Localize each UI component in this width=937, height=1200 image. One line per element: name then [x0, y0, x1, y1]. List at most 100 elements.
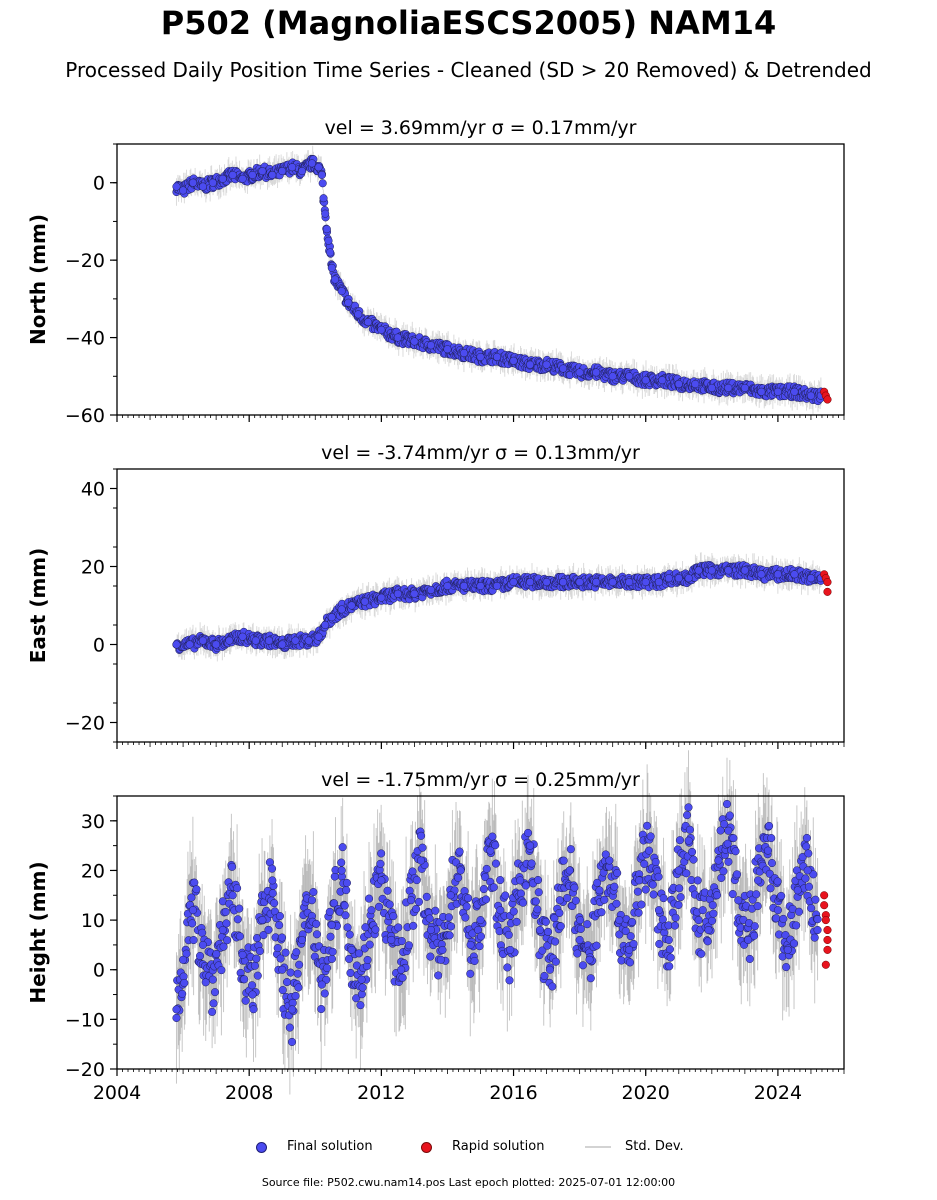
- y-tick-label: −20: [65, 713, 105, 735]
- final-point: [707, 383, 716, 392]
- final-point: [291, 636, 300, 645]
- panel-3-final-points: [172, 799, 822, 1046]
- final-point: [707, 566, 716, 575]
- final-point: [641, 376, 650, 385]
- final-point: [393, 589, 402, 598]
- final-point: [509, 578, 518, 587]
- final-point: [278, 640, 287, 649]
- final-point: [344, 298, 353, 307]
- final-point: [172, 1013, 181, 1022]
- final-point: [238, 632, 247, 641]
- final-point: [426, 585, 435, 594]
- final-point: [331, 275, 340, 284]
- final-point: [559, 364, 568, 373]
- panel-3-ylabel: Height (mm): [26, 861, 50, 1003]
- final-point: [347, 601, 356, 610]
- final-point: [476, 581, 485, 591]
- final-point: [724, 383, 733, 392]
- final-point: [212, 640, 221, 649]
- final-point: [251, 636, 260, 645]
- final-point: [198, 928, 207, 937]
- final-point: [268, 170, 277, 180]
- final-point: [641, 578, 650, 587]
- final-point: [575, 578, 584, 587]
- panel-2-final-points: [172, 561, 825, 654]
- final-point: [187, 893, 196, 902]
- final-point: [195, 951, 205, 960]
- final-point: [364, 318, 373, 327]
- final-point: [526, 578, 535, 587]
- final-point: [319, 194, 328, 203]
- final-point: [410, 337, 419, 346]
- final-point: [757, 387, 766, 396]
- final-point: [258, 167, 267, 176]
- final-point: [459, 349, 469, 358]
- panel-3-title: vel = -1.75mm/yr σ = 0.25mm/yr: [321, 769, 640, 791]
- rapid-point: [823, 395, 832, 404]
- panel-1-final-points: [172, 154, 825, 406]
- y-tick-label: 40: [81, 479, 105, 501]
- final-point: [443, 581, 452, 591]
- final-point: [307, 159, 317, 168]
- panel-2-frame: [116, 468, 845, 743]
- y-tick-label: 0: [93, 635, 105, 657]
- final-point: [377, 325, 386, 334]
- final-point: [172, 640, 181, 649]
- final-point: [790, 570, 799, 579]
- final-point: [625, 372, 634, 381]
- final-point: [674, 379, 683, 389]
- final-point: [180, 978, 189, 988]
- final-point: [724, 566, 733, 575]
- final-point: [674, 574, 683, 583]
- panel-1-std-bars: [175, 145, 822, 414]
- final-point: [210, 988, 220, 997]
- final-point: [806, 391, 816, 400]
- final-point: [178, 989, 187, 998]
- final-point: [575, 368, 584, 377]
- y-tick-label: −60: [65, 405, 105, 427]
- final-point: [218, 174, 227, 183]
- final-point: [773, 570, 782, 579]
- rapid-point: [823, 587, 832, 596]
- final-point: [608, 578, 617, 587]
- final-point: [189, 935, 198, 945]
- final-point: [608, 372, 617, 381]
- final-point: [322, 225, 331, 234]
- final-point: [278, 167, 287, 176]
- final-point: [664, 574, 673, 583]
- final-point: [443, 345, 452, 354]
- final-point: [740, 566, 749, 575]
- panel-2-ylabel: East (mm): [26, 548, 50, 664]
- final-point: [592, 578, 601, 587]
- final-point: [185, 640, 194, 649]
- final-point: [740, 383, 749, 392]
- final-point: [179, 186, 188, 195]
- final-point: [314, 632, 323, 641]
- panel-2-title: vel = -3.74mm/yr σ = 0.13mm/yr: [321, 442, 640, 464]
- final-point: [337, 287, 346, 296]
- final-point: [476, 352, 485, 361]
- final-point: [327, 263, 336, 272]
- final-point: [208, 1007, 217, 1016]
- final-point: [209, 999, 218, 1008]
- final-point: [188, 919, 197, 928]
- final-point: [228, 170, 237, 180]
- final-point: [198, 182, 207, 191]
- rapid-point: [823, 578, 832, 587]
- y-tick-label: −40: [65, 328, 105, 350]
- panel-1-ylabel: North (mm): [26, 214, 50, 345]
- final-point: [321, 620, 330, 630]
- final-point: [492, 581, 502, 591]
- final-point: [654, 578, 663, 587]
- y-tick-label: −20: [65, 250, 105, 272]
- final-point: [337, 605, 346, 614]
- final-point: [684, 574, 693, 583]
- final-point: [182, 949, 191, 958]
- final-point: [225, 636, 234, 645]
- final-point: [559, 578, 568, 587]
- y-tick-label: 20: [81, 557, 105, 579]
- final-point: [192, 885, 201, 894]
- figure-title: P502 (MagnoliaESCS2005) NAM14: [160, 4, 777, 42]
- final-point: [318, 179, 327, 188]
